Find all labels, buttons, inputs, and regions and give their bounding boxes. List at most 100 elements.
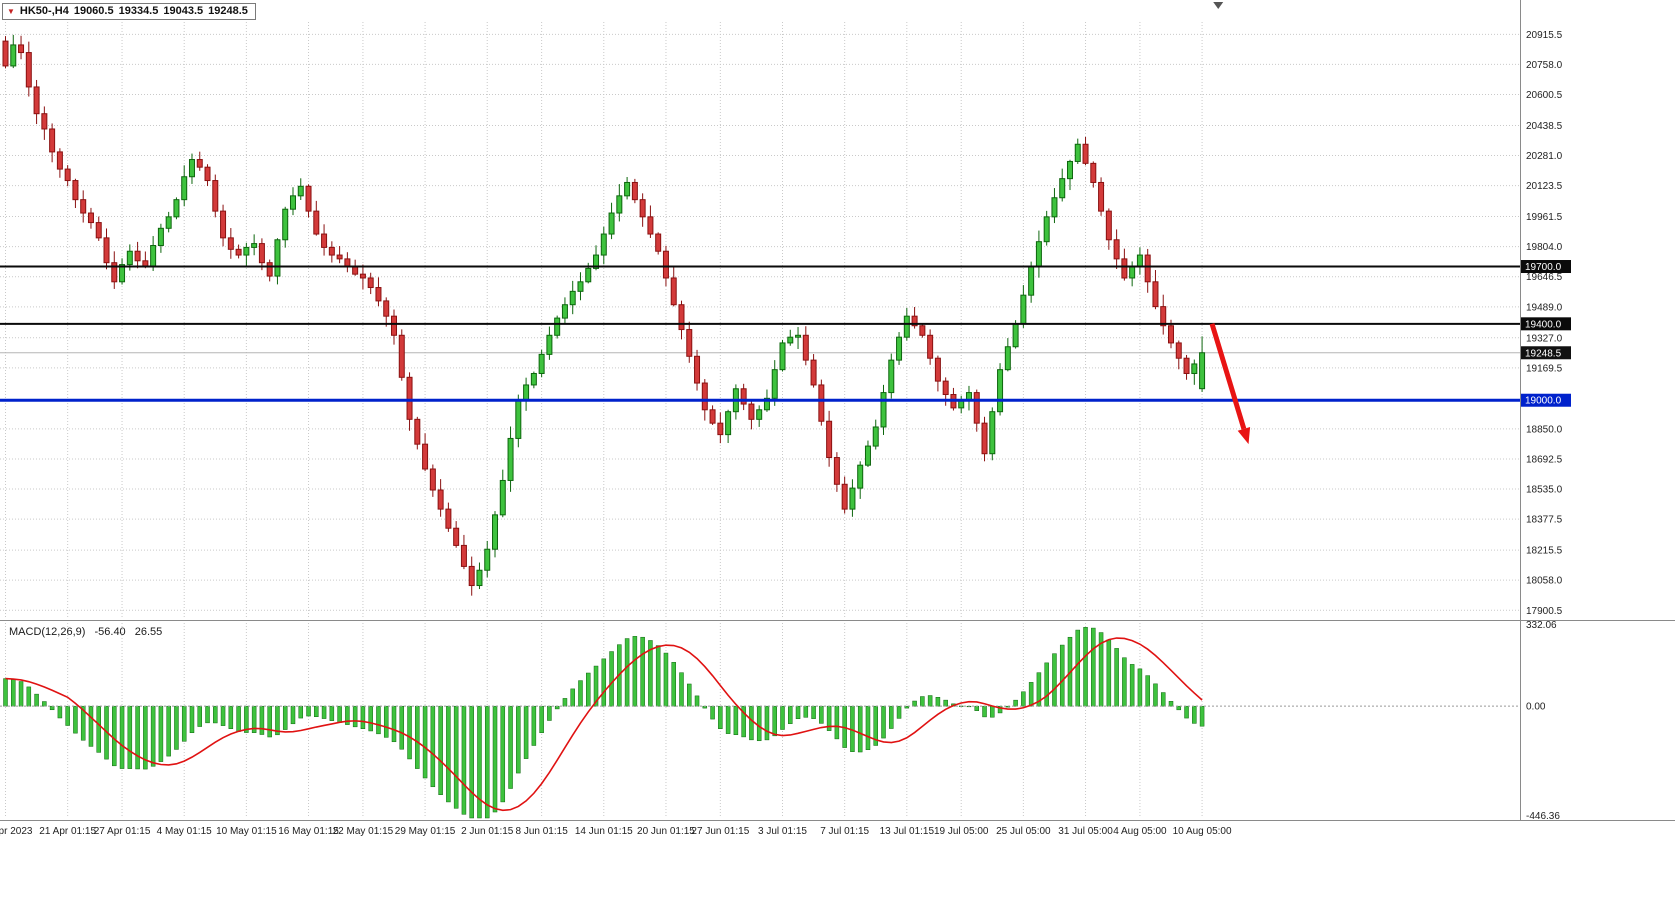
macd-histogram	[3, 627, 1205, 819]
macd-signal-value: 26.55	[134, 626, 163, 638]
candle	[72, 178, 79, 209]
date-tick-label: 29 May 01:15	[395, 826, 456, 837]
dropdown-triangle-icon[interactable]: ▼	[7, 6, 15, 16]
candle	[833, 452, 840, 492]
candle	[857, 461, 864, 499]
candle	[740, 383, 747, 411]
date-tick-label: 22 May 01:15	[333, 826, 394, 837]
date-tick-label: 25 Jul 05:00	[996, 826, 1051, 837]
candle	[911, 307, 918, 329]
candle	[694, 349, 701, 391]
candle	[997, 363, 1004, 416]
candle	[391, 309, 397, 345]
candle	[157, 223, 164, 253]
candle	[305, 184, 312, 218]
ohlc-low: 19043.5	[163, 5, 204, 17]
horizontal-gridlines	[0, 33, 1521, 611]
candle	[297, 178, 304, 200]
candle	[561, 297, 568, 325]
candle	[282, 206, 289, 248]
price-tick-label: 18535.0	[1526, 485, 1563, 496]
macd-axis[interactable]: 332.06 0.00 -446.36	[1526, 620, 1560, 822]
candle	[523, 377, 530, 411]
candle	[258, 238, 265, 271]
candle	[973, 389, 980, 432]
macd-tick-label: 0.00	[1526, 702, 1546, 713]
candle	[880, 384, 887, 435]
candle	[266, 259, 273, 282]
candle	[864, 440, 871, 468]
candle	[468, 556, 475, 596]
horizontal-line-objects[interactable]	[0, 265, 1521, 402]
date-tick-label: 21 Apr 01:15	[39, 826, 96, 837]
candle	[10, 34, 17, 69]
candle	[872, 419, 879, 450]
price-tick-label: 20600.5	[1526, 90, 1563, 101]
candle	[1059, 168, 1066, 202]
date-tick-label: 10 Aug 05:00	[1173, 826, 1232, 837]
candle	[569, 280, 576, 315]
candle	[134, 241, 141, 269]
date-tick-label: 7 Jul 01:15	[820, 826, 869, 837]
candle	[87, 207, 94, 229]
date-tick-label: 10 May 01:15	[216, 826, 277, 837]
price-tick-label: 18692.5	[1526, 454, 1563, 465]
price-axis[interactable]: 20915.5 20758.0 20600.5 20438.5 20281.0 20123…	[1521, 30, 1571, 617]
candle	[445, 502, 452, 532]
date-tick-label: 16 May 01:15	[278, 826, 339, 837]
candle	[616, 184, 623, 222]
candle	[530, 371, 537, 389]
candle	[1004, 338, 1011, 372]
candle	[1160, 294, 1167, 335]
candle	[1183, 354, 1190, 380]
candle	[196, 151, 203, 171]
candle	[771, 360, 778, 406]
candle	[375, 277, 382, 307]
candle	[888, 353, 895, 399]
price-tick-label: 18215.5	[1526, 546, 1563, 557]
candle	[1098, 177, 1105, 216]
candle	[919, 323, 926, 338]
panel-borders	[0, 0, 1675, 821]
candle	[631, 178, 638, 204]
candle	[313, 200, 320, 236]
candle	[1074, 138, 1081, 164]
svg-text:19400.0: 19400.0	[1525, 319, 1562, 330]
candle	[227, 228, 234, 259]
ohlc-high: 19334.5	[118, 5, 159, 17]
macd-signal-line	[5, 637, 1203, 812]
chart-shift-marker-icon[interactable]	[1213, 2, 1224, 9]
symbol-ohlc-info[interactable]: ▼ HK50-,H4 19060.5 19334.5 19043.5 19248…	[2, 3, 256, 20]
candle	[686, 321, 693, 363]
candle	[111, 251, 118, 289]
candle	[1191, 359, 1198, 385]
candle	[577, 272, 584, 301]
candle	[460, 534, 467, 570]
candle	[484, 540, 491, 578]
candle	[212, 174, 219, 218]
candle	[453, 521, 460, 548]
candle	[352, 259, 359, 276]
candle	[670, 266, 677, 307]
candle	[1035, 230, 1042, 278]
candle	[1028, 261, 1035, 303]
candle	[546, 326, 553, 360]
svg-text:19248.5: 19248.5	[1525, 348, 1562, 359]
candle	[802, 326, 809, 366]
candle	[173, 197, 180, 220]
candle	[678, 300, 685, 340]
down-arrow-annotation[interactable]	[1209, 323, 1251, 445]
candle	[1082, 136, 1089, 166]
candle	[965, 385, 972, 411]
candle	[927, 329, 934, 365]
candle	[2, 36, 9, 69]
price-tick-label: 19804.0	[1526, 242, 1563, 253]
candle	[359, 264, 366, 290]
candle	[1129, 261, 1136, 287]
candle	[647, 205, 654, 238]
price-tick-label: 18377.5	[1526, 515, 1563, 526]
candle	[243, 242, 250, 267]
price-line-label: 19000.0	[1521, 393, 1571, 407]
